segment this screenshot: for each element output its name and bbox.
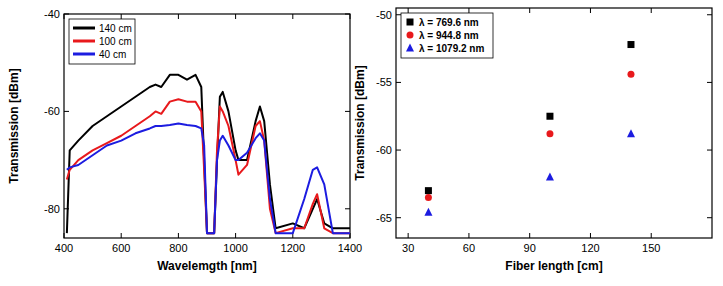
legend-swatch bbox=[73, 40, 95, 43]
x-tick bbox=[651, 233, 652, 238]
legend-label: λ = 1079.2 nm bbox=[419, 43, 484, 54]
x-tick-top bbox=[529, 8, 530, 13]
y-axis-label: Transmission [dBm] bbox=[353, 65, 367, 180]
legend-swatch bbox=[73, 27, 95, 30]
x-axis-label: Fiber length [cm] bbox=[505, 259, 602, 273]
x-tick bbox=[121, 233, 122, 238]
x-tick-top bbox=[121, 14, 122, 19]
data-layer bbox=[424, 41, 635, 216]
y-tick bbox=[396, 14, 401, 15]
x-tick-label: 120 bbox=[581, 242, 599, 254]
x-tick-label: 90 bbox=[524, 242, 536, 254]
legend-label: λ = 769.6 nm bbox=[419, 17, 479, 28]
y-tick-label: -55 bbox=[376, 76, 392, 88]
y-tick bbox=[396, 217, 401, 218]
legend-label: 140 cm bbox=[99, 23, 132, 34]
data-layer bbox=[67, 75, 350, 233]
data-point bbox=[546, 173, 554, 181]
series-line bbox=[67, 75, 350, 233]
x-tick-top bbox=[408, 8, 409, 13]
y-tick bbox=[396, 82, 401, 83]
legend-label: 100 cm bbox=[99, 36, 132, 47]
y-tick-right bbox=[345, 14, 350, 15]
y-tick bbox=[396, 150, 401, 151]
x-tick-top bbox=[651, 8, 652, 13]
x-tick-top bbox=[235, 14, 236, 19]
y-tick bbox=[64, 14, 69, 15]
legend-label: 40 cm bbox=[99, 49, 126, 60]
x-tick bbox=[235, 233, 236, 238]
y-tick-right bbox=[707, 14, 712, 15]
x-tick-top bbox=[292, 14, 293, 19]
chart-0: 400 600 800 1000 1200 1400 -80 -60 -40 Wavelemgth… bbox=[7, 8, 362, 273]
x-tick bbox=[529, 233, 530, 238]
x-tick-top bbox=[350, 14, 351, 19]
y-tick-right bbox=[707, 82, 712, 83]
legend: 140 cm 100 cm 40 cm bbox=[69, 19, 135, 64]
y-tick-right bbox=[707, 217, 712, 218]
y-tick-label: -50 bbox=[376, 9, 392, 21]
legend-swatch bbox=[73, 53, 95, 56]
y-tick-label: -80 bbox=[44, 203, 60, 215]
y-tick-right bbox=[345, 111, 350, 112]
x-tick-label: 600 bbox=[112, 242, 130, 254]
x-tick bbox=[178, 233, 179, 238]
legend: λ = 769.6 nm λ = 944.8 nm λ = 1079.2 nm bbox=[401, 13, 493, 58]
x-tick-label: 60 bbox=[463, 242, 475, 254]
y-tick-label: -60 bbox=[44, 105, 60, 117]
x-tick bbox=[64, 233, 65, 238]
y-tick-label: -40 bbox=[44, 8, 60, 20]
y-tick-label: -65 bbox=[376, 212, 392, 224]
y-axis-label: Transmission [dBm] bbox=[7, 68, 21, 183]
y-tick-right bbox=[707, 150, 712, 151]
x-tick-label: 150 bbox=[642, 242, 660, 254]
legend-swatch bbox=[407, 32, 414, 39]
chart-1: 30 60 90 120 150 -65 -60 -55 -50 Fiber length [cm… bbox=[353, 8, 712, 273]
y-tick-label: -60 bbox=[376, 144, 392, 156]
x-tick bbox=[590, 233, 591, 238]
data-point bbox=[425, 187, 432, 194]
x-tick bbox=[468, 233, 469, 238]
x-tick bbox=[408, 233, 409, 238]
figure: 400 600 800 1000 1200 1400 -80 -60 -40 Wavelemgth… bbox=[0, 0, 723, 286]
legend-label: λ = 944.8 nm bbox=[419, 30, 479, 41]
x-tick-top bbox=[590, 8, 591, 13]
data-point bbox=[546, 130, 553, 137]
x-tick-label: 800 bbox=[169, 242, 187, 254]
legend-box bbox=[401, 13, 493, 58]
data-point bbox=[627, 41, 634, 48]
legend-box bbox=[69, 19, 135, 64]
plot-frame bbox=[396, 8, 712, 238]
x-axis-label: Wavelemgth [nm] bbox=[157, 259, 257, 273]
data-point bbox=[424, 208, 432, 216]
x-tick-label: 400 bbox=[55, 242, 73, 254]
x-tick-label: 30 bbox=[402, 242, 414, 254]
data-point bbox=[546, 113, 553, 120]
data-point bbox=[627, 71, 634, 78]
legend-swatch bbox=[406, 44, 414, 52]
x-tick-top bbox=[178, 14, 179, 19]
series-line bbox=[67, 124, 350, 234]
legend-swatch bbox=[407, 19, 414, 26]
series-line bbox=[67, 99, 350, 233]
x-tick-label: 1400 bbox=[338, 242, 362, 254]
x-tick-label: 1000 bbox=[223, 242, 247, 254]
y-tick bbox=[64, 111, 69, 112]
x-tick-top bbox=[64, 14, 65, 19]
x-tick-label: 1200 bbox=[281, 242, 305, 254]
data-point bbox=[425, 194, 432, 201]
y-tick-right bbox=[345, 208, 350, 209]
data-point bbox=[627, 129, 635, 137]
x-tick-top bbox=[468, 8, 469, 13]
plot-frame bbox=[64, 14, 350, 238]
